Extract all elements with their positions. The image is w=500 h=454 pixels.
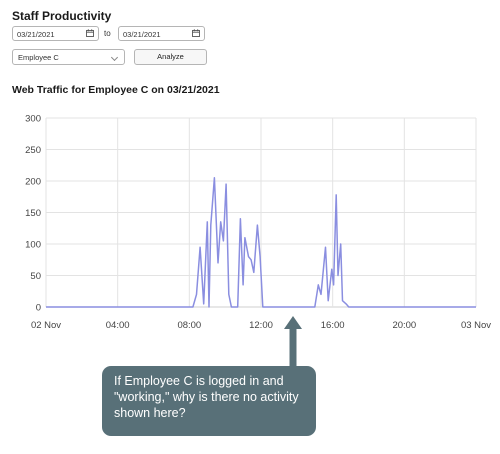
- y-tick-label: 150: [25, 208, 41, 219]
- traffic-series-line: [46, 177, 476, 308]
- y-tick-label: 100: [25, 240, 41, 251]
- callout-annotation: If Employee C is logged in and "working,…: [102, 366, 316, 436]
- x-tick-label: 12:00: [249, 320, 273, 331]
- x-axis-ticks: 02 Nov 04:00 08:00 12:00 16:00 20:00 03 Nov: [31, 320, 491, 331]
- employee-select[interactable]: Employee C: [12, 49, 125, 65]
- page-title: Staff Productivity: [12, 9, 112, 23]
- y-tick-label: 250: [25, 145, 41, 156]
- y-tick-label: 0: [36, 303, 41, 314]
- y-tick-label: 200: [25, 177, 41, 188]
- calendar-icon[interactable]: [86, 29, 94, 37]
- date-range-to-label: to: [104, 29, 111, 38]
- x-tick-label: 02 Nov: [31, 320, 61, 331]
- calendar-icon[interactable]: [192, 29, 200, 37]
- start-date-value: 03/21/2021: [17, 30, 55, 39]
- end-date-input[interactable]: 03/21/2021: [118, 26, 205, 41]
- chart-title: Web Traffic for Employee C on 03/21/2021: [12, 84, 220, 96]
- analyze-button[interactable]: Analyze: [134, 49, 207, 65]
- y-axis-ticks: 0 50 100 150 200 250 300: [25, 114, 41, 314]
- x-tick-label: 08:00: [177, 320, 201, 331]
- start-date-input[interactable]: 03/21/2021: [12, 26, 99, 41]
- callout-arrow: [284, 316, 302, 366]
- y-tick-label: 50: [30, 271, 41, 282]
- y-tick-label: 300: [25, 114, 41, 125]
- employee-select-value: Employee C: [18, 53, 59, 62]
- x-tick-label: 03 Nov: [461, 320, 491, 331]
- x-tick-label: 16:00: [321, 320, 345, 331]
- x-tick-label: 04:00: [106, 320, 130, 331]
- x-tick-label: 20:00: [392, 320, 416, 331]
- end-date-value: 03/21/2021: [123, 30, 161, 39]
